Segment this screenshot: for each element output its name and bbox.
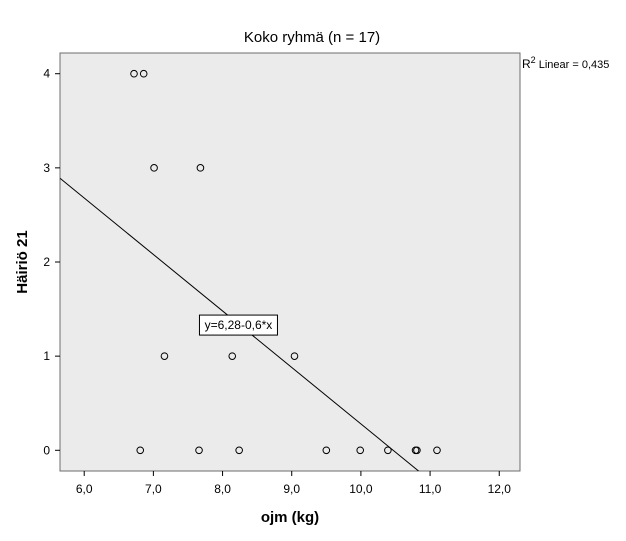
data-point (136, 446, 145, 455)
plot-area (59, 52, 521, 472)
equation-label: y=6,28-0,6*x (198, 314, 278, 336)
x-tick-label: 11,0 (419, 482, 442, 496)
data-point (150, 164, 158, 172)
data-point (139, 69, 148, 78)
data-point (160, 352, 169, 360)
r-squared-text: Linear = 0,435 (536, 59, 610, 71)
data-point (235, 446, 243, 455)
data-point (322, 446, 331, 455)
r-squared-prefix: R (522, 57, 531, 71)
r-squared-superscript: 2 (531, 55, 536, 65)
chart-title: Koko ryhmä (n = 17) (244, 29, 380, 46)
y-axis-label: Häiriö 21 (14, 230, 31, 293)
y-tick-label: 1 (43, 349, 50, 363)
data-point (384, 446, 392, 455)
data-point (290, 352, 299, 360)
data-point (130, 69, 138, 78)
data-point (228, 352, 237, 360)
data-point (195, 446, 203, 455)
equation-box (198, 314, 278, 336)
x-axis: 6,0 7,0 8,0 9,0 10,0 11,0 12,0 (76, 471, 511, 496)
equation-text: y=6,28-0,6*x (205, 318, 273, 332)
x-axis-label: ojm (kg) (261, 509, 319, 526)
x-tick-label: 7,0 (145, 482, 162, 496)
y-tick-label: 2 (43, 255, 50, 269)
regression-line (60, 177, 420, 471)
y-axis: 0 1 2 3 4 (43, 67, 60, 457)
x-tick-label: 9,0 (283, 482, 300, 496)
y-tick-label: 3 (43, 161, 50, 175)
data-point (356, 446, 365, 455)
x-tick-label: 12,0 (488, 482, 512, 496)
data-points (130, 69, 441, 455)
data-point (433, 446, 441, 455)
r-squared-label: R2 Linear = 0,435 (522, 55, 609, 71)
x-tick-label: 10,0 (349, 482, 373, 496)
x-tick-label: 6,0 (76, 482, 93, 496)
data-point (413, 446, 421, 455)
x-tick-label: 8,0 (214, 482, 231, 496)
y-tick-label: 0 (43, 443, 50, 457)
data-point (196, 164, 205, 172)
y-tick-label: 4 (43, 67, 50, 81)
